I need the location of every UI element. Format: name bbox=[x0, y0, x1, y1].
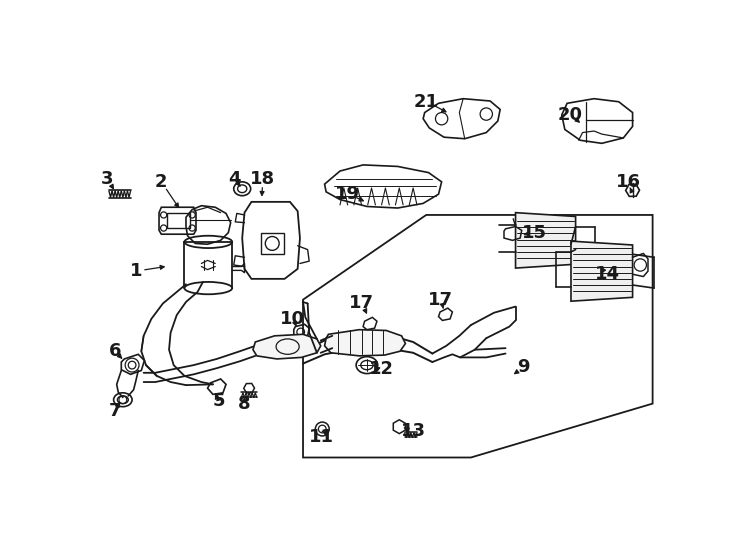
Text: 9: 9 bbox=[517, 359, 529, 376]
Text: 18: 18 bbox=[250, 170, 275, 188]
Text: 11: 11 bbox=[309, 428, 334, 447]
Bar bbox=[167, 213, 190, 228]
Text: 7: 7 bbox=[109, 402, 121, 420]
Text: 12: 12 bbox=[369, 360, 394, 378]
Text: 8: 8 bbox=[239, 395, 251, 413]
Text: 19: 19 bbox=[335, 185, 360, 203]
Text: 10: 10 bbox=[280, 310, 305, 328]
Text: 17: 17 bbox=[429, 291, 454, 309]
Polygon shape bbox=[253, 334, 321, 359]
Text: 15: 15 bbox=[522, 224, 547, 242]
Text: 1: 1 bbox=[130, 262, 142, 280]
Bar bbox=[261, 233, 284, 254]
Text: 6: 6 bbox=[109, 342, 121, 360]
Text: 21: 21 bbox=[414, 93, 439, 111]
Text: 16: 16 bbox=[617, 173, 642, 191]
Text: 3: 3 bbox=[101, 170, 114, 188]
Text: 17: 17 bbox=[349, 294, 374, 313]
Polygon shape bbox=[571, 241, 633, 301]
Polygon shape bbox=[324, 330, 405, 356]
Text: 2: 2 bbox=[155, 173, 167, 191]
Text: 5: 5 bbox=[213, 392, 225, 410]
Text: 20: 20 bbox=[558, 106, 583, 124]
Polygon shape bbox=[515, 213, 575, 268]
Text: 14: 14 bbox=[595, 265, 619, 284]
Text: 13: 13 bbox=[401, 422, 426, 440]
Text: 4: 4 bbox=[228, 170, 241, 188]
